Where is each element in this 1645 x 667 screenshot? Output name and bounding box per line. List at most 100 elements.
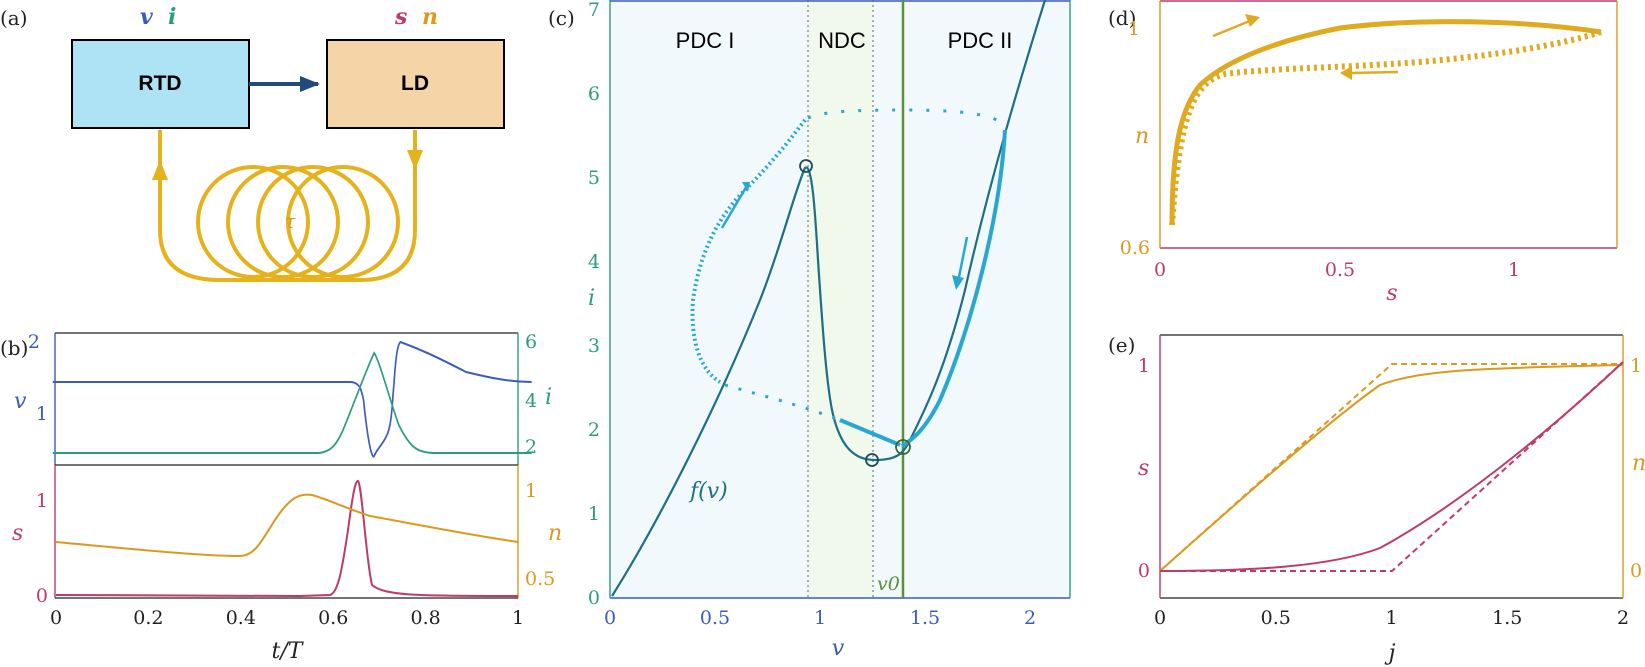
b-bot-axis-n: n	[548, 521, 562, 546]
c-fixed-point-v0	[895, 439, 911, 455]
delay-loop	[158, 130, 417, 282]
loop-arrow-up	[152, 160, 168, 180]
c-traj-bottom-solid	[839, 418, 901, 447]
c-yticks-7: 0	[588, 587, 600, 609]
c-yticks-3: 4	[588, 251, 600, 273]
e-n-dashed	[1159, 363, 1623, 572]
rtd-box	[71, 39, 250, 129]
panel-e: (e) 1 0 s 1 0 n 0 0.5 1 1.5 2 j	[1108, 333, 1645, 666]
c-traj-left	[690, 118, 807, 384]
d-arrow-right	[1212, 18, 1253, 38]
panel-b: (b) 2 1 v 6 4 2 i 1 0 s 1 0.5 n 0 0.2 0.4 0…	[0, 331, 562, 664]
e-x-label: j	[1384, 641, 1396, 666]
c-yticks-4: 3	[588, 335, 600, 357]
label-s: s	[394, 4, 407, 30]
b-xticks-5: 1	[512, 607, 524, 629]
b-xticks-2: 0.4	[226, 607, 256, 629]
panel-e-label: (e)	[1108, 333, 1135, 357]
tau-label: τ	[284, 209, 296, 233]
c-x-ticks: 0 0.5 1 1.5 2	[604, 607, 1036, 629]
c-yticks-6: 1	[588, 503, 600, 525]
c-arrow-up-head	[742, 182, 750, 192]
panel-d: (d) 1 0.6 n 0 0.5 1 s	[1108, 0, 1618, 306]
b-bot-right-tick-1: 1	[525, 480, 537, 502]
c-xticks-0: 0	[604, 607, 616, 629]
d-ytick-1: 1	[1128, 18, 1140, 40]
b-bot-right-tick-05: 0.5	[525, 568, 555, 590]
b-x-label: t/T	[272, 639, 305, 664]
d-y-label: n	[1135, 124, 1149, 149]
b-top-right-tick-2: 2	[525, 436, 537, 458]
d-curve-upper	[1169, 19, 1602, 226]
region-pdc1: PDC I	[676, 28, 735, 53]
e-right-tick-0: 0	[1630, 560, 1642, 582]
c-y-ticks: 7 6 5 4 3 2 1 0	[588, 0, 600, 609]
c-traj-bottom	[724, 383, 901, 447]
b-xticks-4: 0.8	[410, 607, 440, 629]
panel-b-label: (b)	[0, 336, 28, 360]
b-x-ticks: 0 0.2 0.4 0.6 0.8 1	[50, 607, 524, 629]
b-xticks-1: 0.2	[133, 607, 163, 629]
ld-label: LD	[401, 72, 429, 95]
rtd-label: RTD	[138, 72, 181, 95]
d-xtick-05: 0.5	[1325, 259, 1355, 281]
c-xticks-4: 2	[1024, 607, 1036, 629]
d-xtick-1: 1	[1508, 259, 1520, 281]
b-top-tick-2: 2	[28, 331, 40, 353]
c-traj-right	[900, 129, 1007, 448]
e-right-axis: n	[1632, 451, 1645, 476]
d-arrow-left-head	[1340, 66, 1352, 80]
e-left-axis: s	[1138, 456, 1149, 481]
b-xticks-3: 0.6	[318, 607, 348, 629]
b-curve-v	[52, 340, 532, 458]
panel-a-label: (a)	[0, 6, 28, 30]
b-bot-axis-s: s	[12, 521, 23, 546]
rtd-ld-arrow-head	[300, 76, 320, 92]
c-x-label: v	[832, 636, 845, 661]
label-v: v	[140, 4, 153, 30]
b-top-axis-v: v	[14, 389, 27, 414]
c-ndc-region	[808, 0, 873, 598]
c-arrow-down	[956, 236, 969, 283]
region-ndc: NDC	[818, 28, 866, 53]
d-arrow-left	[1349, 70, 1399, 75]
c-fixed-point-top	[799, 159, 813, 173]
c-xticks-1: 0.5	[700, 607, 730, 629]
d-arrow-right-head	[1245, 14, 1260, 27]
e-left-tick-1: 1	[1138, 355, 1150, 377]
c-fixed-point-bottom	[865, 453, 879, 467]
c-xticks-2: 1	[814, 607, 826, 629]
e-xticks-0: 0	[1154, 607, 1166, 629]
c-xticks-3: 1.5	[910, 607, 940, 629]
e-s-dashed	[1160, 361, 1624, 572]
c-yticks-1: 6	[588, 83, 600, 105]
e-xticks-2: 1	[1385, 607, 1397, 629]
panel-c-label: (c)	[548, 6, 575, 30]
d-curve-lower	[1169, 29, 1602, 226]
loop-arrow-down	[407, 150, 423, 170]
e-right-tick-1: 1	[1630, 355, 1642, 377]
c-yticks-2: 5	[588, 167, 600, 189]
b-xticks-0: 0	[50, 607, 62, 629]
panel-a: (a) v i s n RTD LD τ	[0, 4, 505, 282]
c-arrow-down-head	[952, 275, 964, 290]
b-curve-s	[55, 479, 519, 598]
e-xticks-4: 2	[1617, 607, 1629, 629]
e-left-tick-0: 0	[1138, 560, 1150, 582]
e-xticks-1: 0.5	[1261, 607, 1291, 629]
label-i: i	[168, 4, 176, 30]
c-yticks-5: 2	[588, 419, 600, 441]
e-n-solid	[1159, 364, 1624, 572]
b-bot-tick-1: 1	[36, 490, 48, 512]
c-yticks-0: 7	[588, 0, 600, 21]
b-top-tick-1: 1	[36, 403, 48, 425]
c-v0-label: v0	[877, 573, 900, 595]
b-curve-i	[52, 351, 532, 454]
c-traj-top	[807, 108, 1006, 127]
e-s-solid	[1159, 361, 1624, 572]
c-y-label: i	[588, 286, 595, 311]
region-pdc2: PDC II	[948, 28, 1013, 53]
d-xtick-0: 0	[1154, 259, 1166, 281]
b-top-axis-i: i	[545, 385, 552, 410]
